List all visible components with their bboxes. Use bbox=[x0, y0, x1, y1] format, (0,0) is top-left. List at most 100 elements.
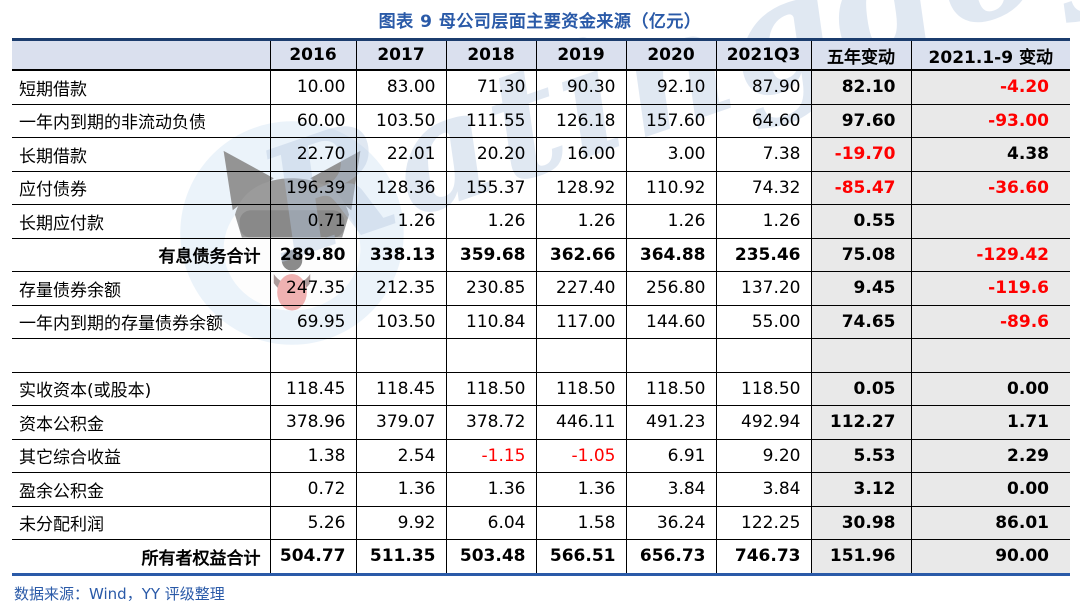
row-label-cell: 未分配利润 bbox=[12, 506, 270, 540]
table-row bbox=[12, 338, 1070, 373]
value-cell: 0.05 bbox=[810, 372, 911, 406]
value-cell: 364.88 bbox=[625, 238, 716, 272]
value-cell: 74.65 bbox=[810, 305, 911, 339]
value-cell: 55.00 bbox=[715, 305, 811, 339]
row-label-cell: 所有者权益合计 bbox=[141, 548, 261, 569]
value-cell: 289.80 bbox=[269, 238, 356, 272]
value-cell: 3.00 bbox=[625, 137, 716, 172]
value-cell: 0.71 bbox=[269, 204, 356, 239]
value-cell: -1.05 bbox=[535, 439, 626, 473]
row-label-cell bbox=[12, 338, 270, 373]
value-cell: 1.26 bbox=[355, 204, 446, 239]
value-cell: 492.94 bbox=[715, 405, 811, 440]
row-label-cell: 其它综合收益 bbox=[12, 439, 270, 473]
value-cell: 0.55 bbox=[810, 204, 911, 239]
value-cell: 230.85 bbox=[445, 271, 536, 306]
table-body: 短期借款 10.00 83.00 71.30 90.30 92.10 87.90 82.10-… bbox=[12, 70, 1070, 574]
value-cell: 491.23 bbox=[625, 405, 716, 440]
header-cell: 2019 bbox=[535, 39, 626, 71]
value-cell: 60.00 bbox=[269, 104, 356, 138]
value-cell: 1.26 bbox=[625, 204, 716, 239]
table-row: 存量债券余额 247.35 212.35 230.85 227.40 256.80 137.… bbox=[12, 271, 1070, 306]
row-label-cell: 盈余公积金 bbox=[12, 472, 270, 507]
header-cell: 2021Q3 bbox=[715, 39, 811, 71]
value-cell: 6.04 bbox=[445, 506, 536, 540]
value-cell: 10.00 bbox=[269, 70, 356, 105]
table-row: 盈余公积金 0.72 1.36 1.36 1.36 3.84 3.84 3.12 0.00 bbox=[12, 472, 1070, 507]
value-cell: 110.84 bbox=[445, 305, 536, 339]
row-label-cell: 有息债务合计 bbox=[12, 238, 270, 272]
value-cell: 504.77 bbox=[269, 539, 356, 574]
value-cell: 2.54 bbox=[355, 439, 446, 473]
value-cell: 247.35 bbox=[269, 271, 356, 306]
value-cell: 118.45 bbox=[355, 372, 446, 406]
value-cell: 64.60 bbox=[715, 104, 811, 138]
value-cell: 118.45 bbox=[269, 372, 356, 406]
value-cell: 1.36 bbox=[355, 472, 446, 507]
value-cell: 9.92 bbox=[355, 506, 446, 540]
value-cell: 511.35 bbox=[355, 539, 446, 574]
value-cell: 112.27 bbox=[810, 405, 911, 440]
value-cell bbox=[715, 338, 811, 373]
value-cell: 446.11 bbox=[535, 405, 626, 440]
value-cell: 0.72 bbox=[269, 472, 356, 507]
value-cell: 9.45 bbox=[810, 271, 911, 306]
table-row: 长期应付款 0.71 1.26 1.26 1.26 1.26 1.26 0.55 bbox=[12, 204, 1070, 239]
table-row: 实收资本(或股本) 118.45 118.45 118.50 118.50 118.50 1… bbox=[12, 372, 1070, 406]
value-cell: 1.36 bbox=[445, 472, 536, 507]
table-row: 一年内到期的存量债券余额 69.95 103.50 110.84 117.00 144.6… bbox=[12, 305, 1070, 339]
value-cell: 379.07 bbox=[355, 405, 446, 440]
row-label-cell: 存量债券余额 bbox=[12, 271, 270, 306]
value-cell: 111.55 bbox=[445, 104, 536, 138]
value-cell: 30.98 bbox=[810, 506, 911, 540]
value-cell: 362.66 bbox=[535, 238, 626, 272]
value-cell: 118.50 bbox=[625, 372, 716, 406]
value-cell: -119.6 bbox=[910, 271, 1070, 306]
value-cell: 71.30 bbox=[445, 70, 536, 105]
value-cell: 2.29 bbox=[910, 439, 1070, 473]
value-cell: 87.90 bbox=[715, 70, 811, 105]
value-cell: 227.40 bbox=[535, 271, 626, 306]
value-cell: 7.38 bbox=[715, 137, 811, 172]
row-label-cell: 资本公积金 bbox=[12, 405, 270, 440]
header-row: 2016 2017 2018 2019 2020 2021Q3 五年变动 2021.1-9 变… bbox=[12, 39, 1070, 71]
value-cell: 1.71 bbox=[910, 405, 1070, 440]
value-cell: -19.70 bbox=[810, 137, 911, 172]
row-label-cell: 一年内到期的存量债券余额 bbox=[12, 305, 270, 339]
value-cell: 1.38 bbox=[269, 439, 356, 473]
value-cell bbox=[535, 338, 626, 373]
value-cell: 83.00 bbox=[355, 70, 446, 105]
table-row: 有息债务合计 289.80 338.13 359.68 362.66 364.88 235.… bbox=[12, 238, 1070, 272]
value-cell bbox=[625, 338, 716, 373]
value-cell: 5.26 bbox=[269, 506, 356, 540]
header-cell: 2017 bbox=[355, 39, 446, 71]
value-cell: -129.42 bbox=[910, 238, 1070, 272]
value-cell: 0.00 bbox=[910, 472, 1070, 507]
value-cell: -1.15 bbox=[445, 439, 536, 473]
value-cell: 1.58 bbox=[535, 506, 626, 540]
value-cell: 6.91 bbox=[625, 439, 716, 473]
header-cell: 2018 bbox=[445, 39, 536, 71]
value-cell: 75.08 bbox=[810, 238, 911, 272]
value-cell: 97.60 bbox=[810, 104, 911, 138]
header-cell: 2016 bbox=[269, 39, 356, 71]
value-cell: 20.20 bbox=[445, 137, 536, 172]
value-cell: 0.00 bbox=[910, 372, 1070, 406]
value-cell: 144.60 bbox=[625, 305, 716, 339]
value-cell: 5.53 bbox=[810, 439, 911, 473]
value-cell: 110.92 bbox=[625, 171, 716, 205]
value-cell: 117.00 bbox=[535, 305, 626, 339]
header-cell: 五年变动 bbox=[810, 39, 911, 71]
value-cell: 151.96 bbox=[810, 539, 911, 574]
value-cell: 1.26 bbox=[535, 204, 626, 239]
value-cell: 1.36 bbox=[535, 472, 626, 507]
value-cell: 103.50 bbox=[355, 104, 446, 138]
value-cell: 656.73 bbox=[625, 539, 716, 574]
value-cell: -36.60 bbox=[910, 171, 1070, 205]
value-cell: 746.73 bbox=[715, 539, 811, 574]
value-cell: 359.68 bbox=[445, 238, 536, 272]
table-row: 一年内到期的非流动负债 60.00 103.50 111.55 126.18 157.60… bbox=[12, 104, 1070, 138]
value-cell: 128.36 bbox=[355, 171, 446, 205]
row-label-cell: 长期应付款 bbox=[12, 204, 270, 239]
funding-sources-table: 2016 2017 2018 2019 2020 2021Q3 五年变动 2021.1-9 变… bbox=[12, 38, 1070, 576]
